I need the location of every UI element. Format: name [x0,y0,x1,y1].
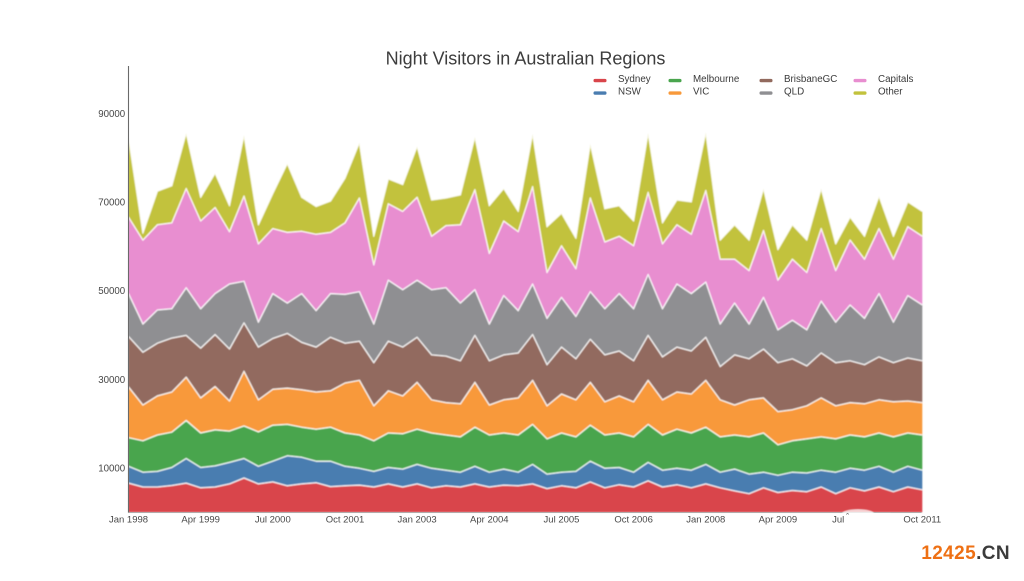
svg-text:10000: 10000 [98,464,126,475]
svg-text:Melbourne: Melbourne [693,74,740,85]
svg-text:70000: 70000 [98,198,126,209]
svg-text:Other: Other [878,87,903,98]
svg-text:Oct 2001: Oct 2001 [326,514,365,525]
svg-text:BrisbaneGC: BrisbaneGC [784,74,837,85]
svg-text:50000: 50000 [98,286,126,297]
svg-text:Capitals: Capitals [878,74,913,85]
svg-text:ˆ: ˆ [846,512,850,523]
svg-text:Apr 2004: Apr 2004 [470,514,509,525]
svg-text:Jan 2008: Jan 2008 [686,514,725,525]
svg-text:Jan 1998: Jan 1998 [109,514,148,525]
svg-text:Oct 2006: Oct 2006 [614,514,653,525]
svg-text:Apr 1999: Apr 1999 [181,514,220,525]
svg-text:Oct 2011: Oct 2011 [903,514,941,525]
svg-text:Apr 2009: Apr 2009 [759,514,798,525]
svg-text:30000: 30000 [98,375,126,386]
svg-text:Night Visitors in Australian R: Night Visitors in Australian Regions [386,49,666,69]
svg-text:Jul 2000: Jul 2000 [255,514,291,525]
svg-text:NSW: NSW [618,87,642,98]
svg-text:Sydney: Sydney [618,74,651,85]
svg-text:Jul 2005: Jul 2005 [544,514,580,525]
svg-text:Jan 2003: Jan 2003 [398,514,437,525]
svg-text:12425.CN: 12425.CN [921,543,1010,564]
svg-text:90000: 90000 [98,109,126,120]
svg-text:VIC: VIC [693,87,709,98]
svg-text:QLD: QLD [784,87,804,98]
